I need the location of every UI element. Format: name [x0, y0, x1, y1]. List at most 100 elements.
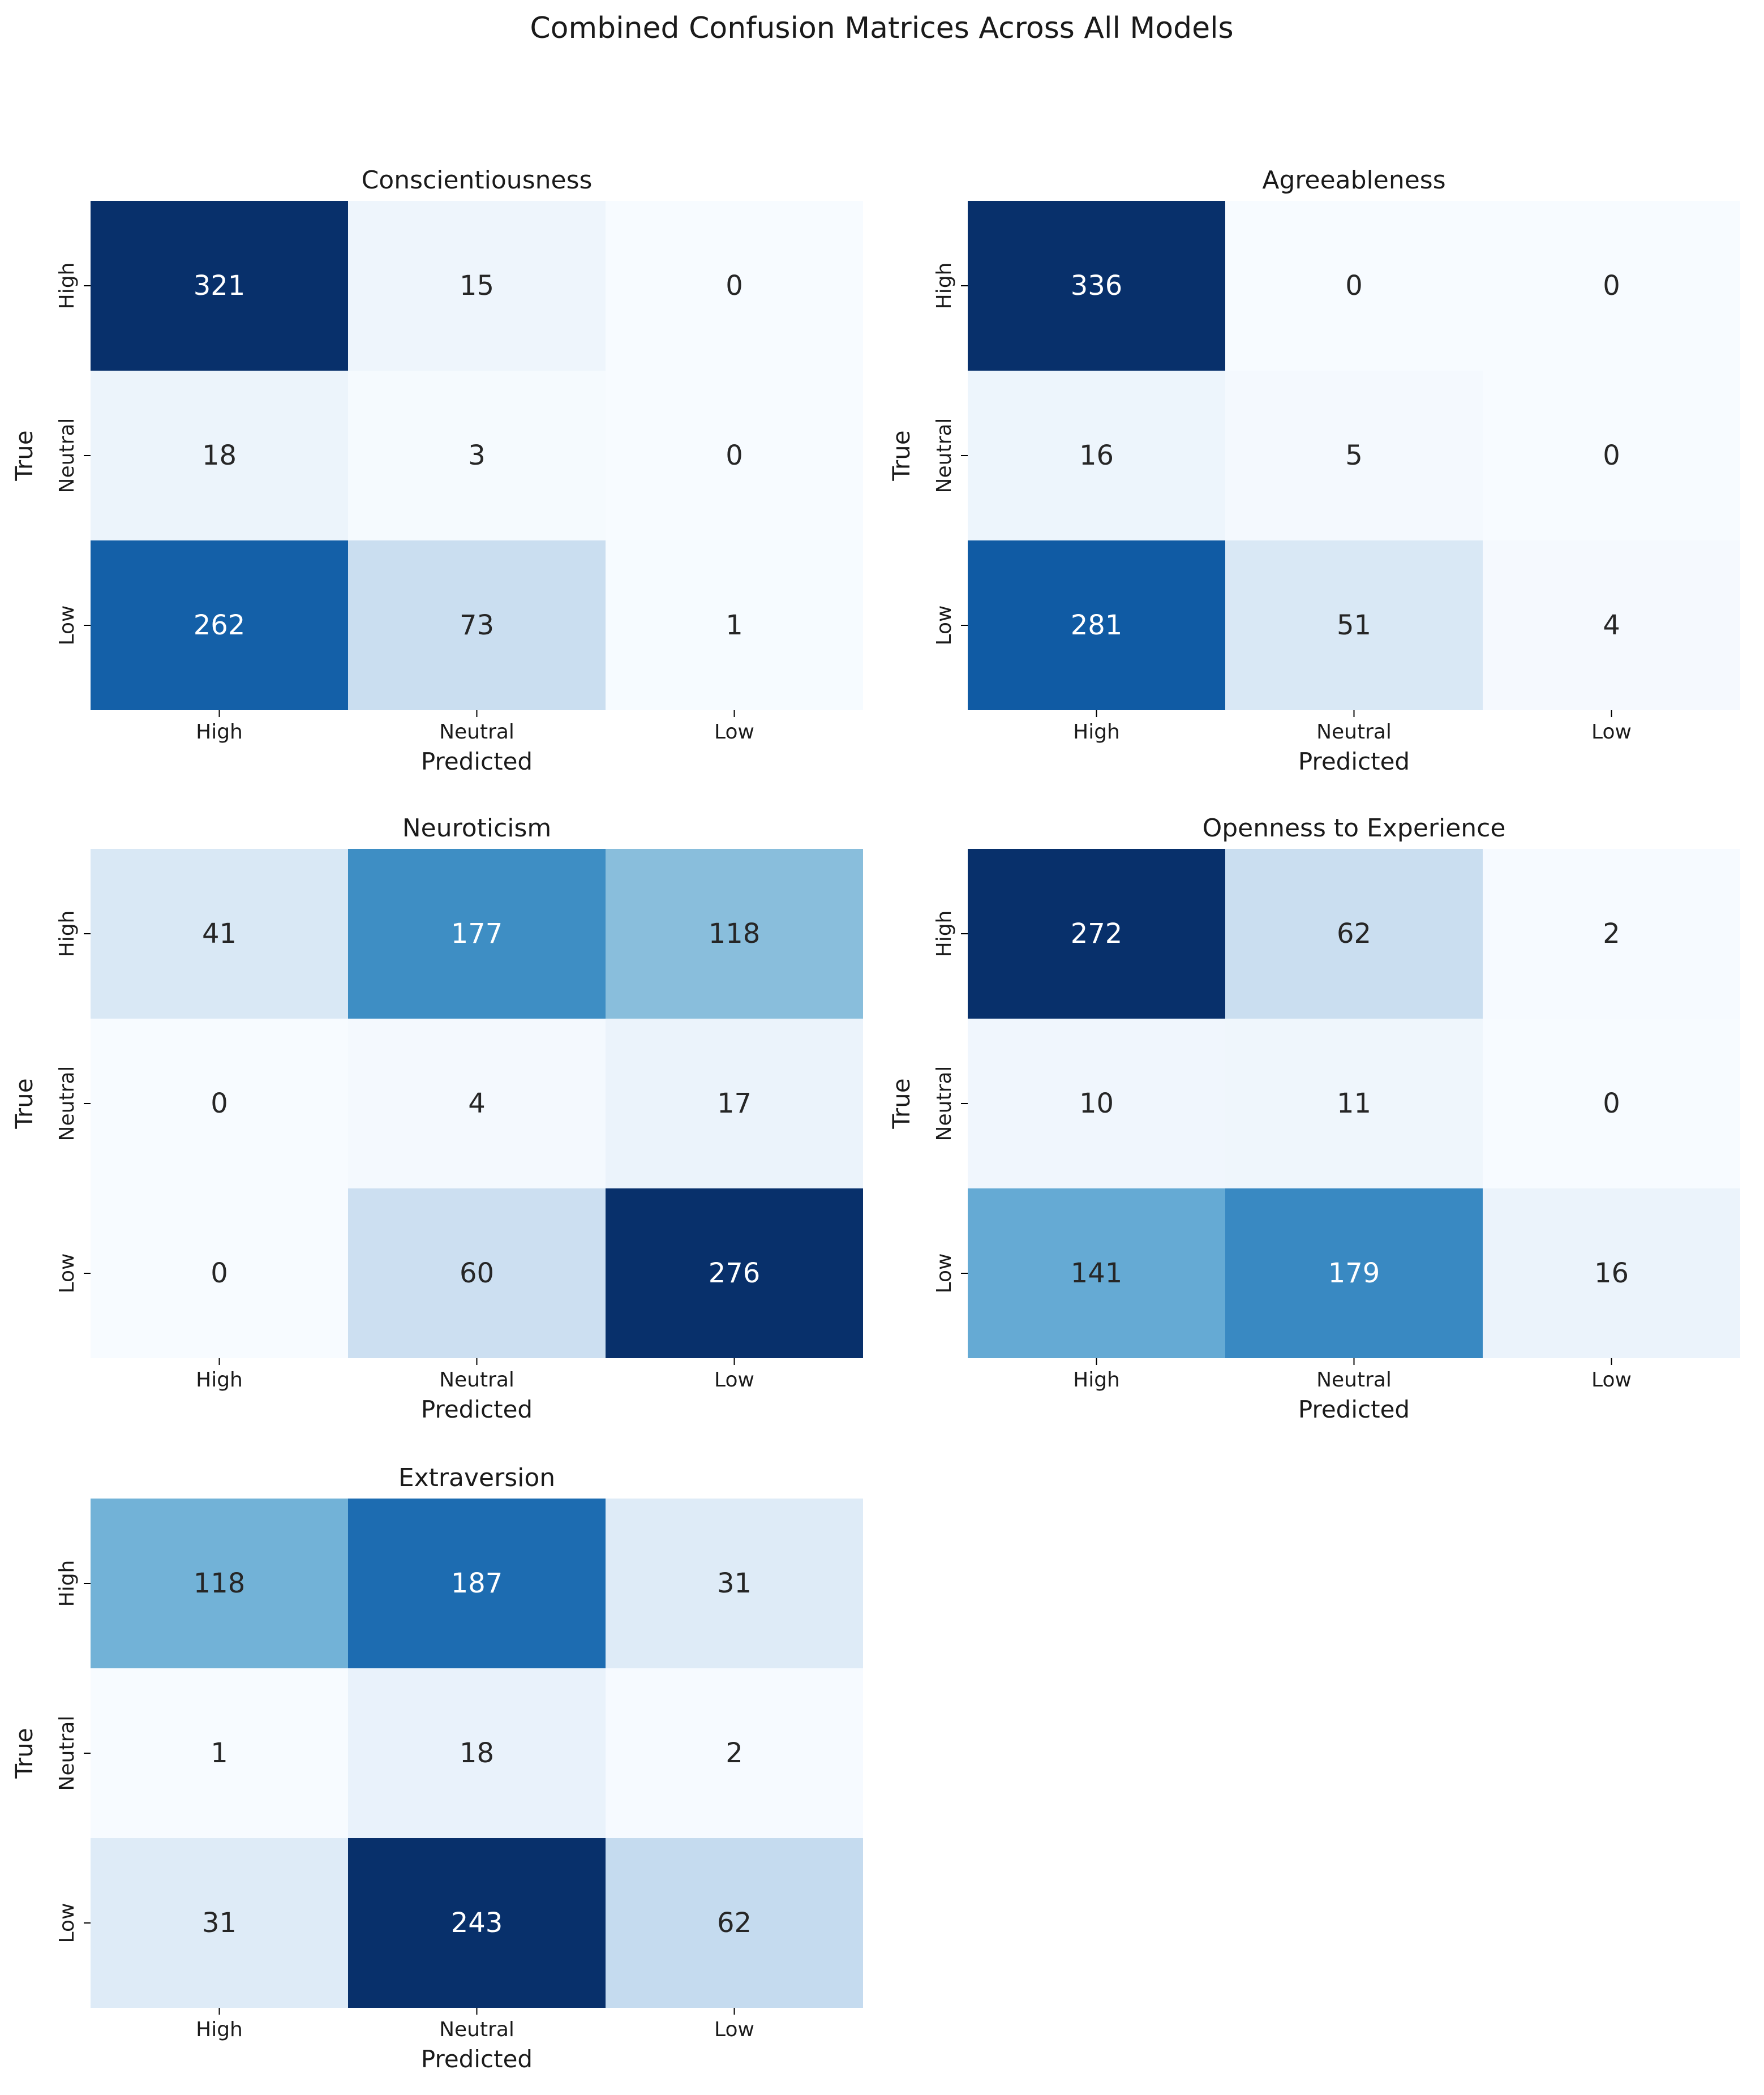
- heatmap-extraversion-title: Extraversion: [398, 1463, 555, 1492]
- heatmap-conscientiousness-cell-high-high: [91, 201, 348, 371]
- heatmap-conscientiousness-cell-low-low: [606, 540, 863, 710]
- heatmap-neuroticism-y-tick-label: Neutral: [55, 1066, 79, 1141]
- heatmap-extraversion-value-label: 18: [460, 1737, 494, 1769]
- heatmap-openness-to-experience-value-label: 62: [1337, 918, 1371, 950]
- heatmap-extraversion-cell-high-low: [606, 1499, 863, 1668]
- heatmap-conscientiousness-cell-high-low: [606, 201, 863, 371]
- heatmap-extraversion-cell-neutral-high: [91, 1668, 348, 1838]
- heatmap-neuroticism-y-tick-label: High: [55, 911, 79, 958]
- heatmap-neuroticism-value-label: 0: [211, 1257, 228, 1289]
- heatmap-agreeableness-y-tick-label: Neutral: [933, 418, 956, 493]
- heatmap-conscientiousness-cell-neutral-neutral: [348, 371, 606, 540]
- heatmap-conscientiousness-value-label: 262: [194, 609, 246, 641]
- heatmap-neuroticism-cell-neutral-high: [91, 1019, 348, 1188]
- heatmap-openness-to-experience-y-axis-label: True: [887, 1078, 915, 1129]
- heatmap-extraversion-value-label: 187: [451, 1568, 503, 1599]
- heatmap-extraversion-value-label: 31: [202, 1907, 237, 1939]
- heatmap-neuroticism-cell-high-low: [606, 849, 863, 1019]
- heatmap-openness-to-experience-value-label: 272: [1071, 918, 1123, 950]
- heatmap-conscientiousness-cell-neutral-high: [91, 371, 348, 540]
- heatmap-agreeableness-value-label: 5: [1345, 440, 1363, 471]
- heatmap-extraversion-cell-high-neutral: [348, 1499, 606, 1668]
- heatmap-conscientiousness-value-label: 3: [468, 440, 486, 471]
- heatmap-neuroticism-value-label: 60: [460, 1257, 494, 1289]
- heatmap-extraversion-cell-neutral-low: [606, 1668, 863, 1838]
- heatmap-neuroticism-x-tick-label: Low: [714, 1368, 754, 1392]
- heatmap-openness-to-experience-y-tick-label: Low: [933, 1253, 956, 1294]
- heatmap-openness-to-experience-cell-low-neutral: [1225, 1188, 1483, 1358]
- heatmap-extraversion-cell-neutral-neutral: [348, 1668, 606, 1838]
- heatmap-conscientiousness-x-axis-label: Predicted: [421, 748, 533, 775]
- heatmap-conscientiousness-value-label: 1: [726, 609, 743, 641]
- heatmap-agreeableness-value-label: 51: [1337, 609, 1371, 641]
- heatmap-openness-to-experience-value-label: 2: [1603, 918, 1620, 950]
- heatmap-neuroticism-x-axis-label: Predicted: [421, 1396, 533, 1423]
- heatmap-neuroticism-x-tick-label: High: [196, 1368, 243, 1392]
- heatmap-extraversion-y-tick-label: Neutral: [55, 1716, 79, 1791]
- heatmap-conscientiousness-title: Conscientiousness: [362, 166, 593, 195]
- heatmap-conscientiousness: Conscientiousness 321 15 0 18 3 0 262 73 1 High Neu…: [10, 166, 863, 775]
- heatmap-extraversion-cell-low-neutral: [348, 1838, 606, 2008]
- heatmap-agreeableness: Agreeableness 336 0 0 16 5 0 281 51 4 High Neutral L…: [887, 166, 1740, 775]
- heatmap-agreeableness-x-tick-label: High: [1073, 720, 1120, 744]
- heatmap-openness-to-experience-cell-low-high: [968, 1188, 1225, 1358]
- heatmap-openness-to-experience-y-tick-label: Neutral: [933, 1066, 956, 1141]
- heatmap-openness-to-experience-cell-high-high: [968, 849, 1225, 1019]
- heatmap-extraversion-cell-low-high: [91, 1838, 348, 2008]
- heatmap-neuroticism-cell-high-neutral: [348, 849, 606, 1019]
- heatmap-agreeableness-cell-neutral-neutral: [1225, 371, 1483, 540]
- heatmap-extraversion-y-tick-label: High: [55, 1560, 79, 1607]
- heatmap-neuroticism-value-label: 4: [468, 1088, 486, 1119]
- heatmap-neuroticism-y-axis-label: True: [10, 1078, 38, 1129]
- heatmap-extraversion-value-label: 243: [451, 1907, 503, 1939]
- heatmap-neuroticism-cell-low-high: [91, 1188, 348, 1358]
- heatmap-agreeableness-value-label: 4: [1603, 609, 1620, 641]
- heatmap-agreeableness-cell-low-neutral: [1225, 540, 1483, 710]
- heatmap-conscientiousness-y-axis-label: True: [10, 430, 38, 481]
- heatmap-agreeableness-y-tick-label: High: [933, 263, 956, 310]
- heatmap-conscientiousness-value-label: 15: [460, 270, 494, 302]
- heatmap-openness-to-experience-value-label: 179: [1328, 1257, 1380, 1289]
- heatmap-openness-to-experience-x-axis-label: Predicted: [1298, 1396, 1410, 1423]
- heatmap-neuroticism-x-tick-label: Neutral: [439, 1368, 514, 1392]
- heatmap-neuroticism-cell-high-high: [91, 849, 348, 1019]
- heatmap-openness-to-experience-cell-high-low: [1483, 849, 1740, 1019]
- heatmap-extraversion-value-label: 118: [194, 1568, 246, 1599]
- heatmap-extraversion-cell-high-high: [91, 1499, 348, 1668]
- figure-title: Combined Confusion Matrices Across All M…: [530, 11, 1233, 45]
- heatmap-openness-to-experience: Openness to Experience 272 62 2 10 11 0 141 179 1…: [887, 814, 1740, 1423]
- heatmap-agreeableness-value-label: 0: [1603, 440, 1620, 471]
- heatmap-agreeableness-cell-low-low: [1483, 540, 1740, 710]
- heatmap-openness-to-experience-cell-neutral-high: [968, 1019, 1225, 1188]
- heatmap-agreeableness-value-label: 16: [1079, 440, 1114, 471]
- heatmap-openness-to-experience-x-tick-label: Neutral: [1316, 1368, 1392, 1392]
- heatmap-neuroticism-value-label: 276: [709, 1257, 761, 1289]
- heatmap-conscientiousness-y-tick-label: High: [55, 263, 79, 310]
- heatmap-conscientiousness-value-label: 321: [194, 270, 246, 302]
- heatmap-agreeableness-value-label: 0: [1345, 270, 1363, 302]
- heatmap-extraversion-value-label: 31: [717, 1568, 752, 1599]
- heatmap-neuroticism-cell-low-neutral: [348, 1188, 606, 1358]
- heatmap-agreeableness-cell-high-low: [1483, 201, 1740, 371]
- heatmap-agreeableness-x-axis-label: Predicted: [1298, 748, 1410, 775]
- heatmap-agreeableness-value-label: 336: [1071, 270, 1123, 302]
- heatmap-conscientiousness-x-tick-label: High: [196, 720, 243, 744]
- heatmap-neuroticism-value-label: 0: [211, 1088, 228, 1119]
- heatmap-agreeableness-value-label: 281: [1071, 609, 1123, 641]
- heatmap-conscientiousness-value-label: 0: [726, 270, 743, 302]
- heatmap-extraversion-x-tick-label: High: [196, 2018, 243, 2041]
- heatmap-openness-to-experience-value-label: 10: [1079, 1088, 1114, 1119]
- heatmap-agreeableness-cell-high-high: [968, 201, 1225, 371]
- heatmap-openness-to-experience-cell-neutral-low: [1483, 1019, 1740, 1188]
- heatmap-agreeableness-x-tick-label: Low: [1591, 720, 1632, 744]
- heatmap-neuroticism-cell-neutral-low: [606, 1019, 863, 1188]
- heatmap-agreeableness-cell-low-high: [968, 540, 1225, 710]
- heatmap-openness-to-experience-cell-neutral-neutral: [1225, 1019, 1483, 1188]
- heatmap-agreeableness-y-axis-label: True: [887, 430, 915, 481]
- heatmap-agreeableness-y-tick-label: Low: [933, 606, 956, 646]
- heatmap-openness-to-experience-y-tick-label: High: [933, 911, 956, 958]
- heatmap-openness-to-experience-title: Openness to Experience: [1203, 814, 1506, 843]
- heatmap-neuroticism: Neuroticism 41 177 118 0 4 17 0 60 276 High Neutral…: [10, 814, 863, 1423]
- heatmap-conscientiousness-value-label: 18: [202, 440, 237, 471]
- heatmap-agreeableness-value-label: 0: [1603, 270, 1620, 302]
